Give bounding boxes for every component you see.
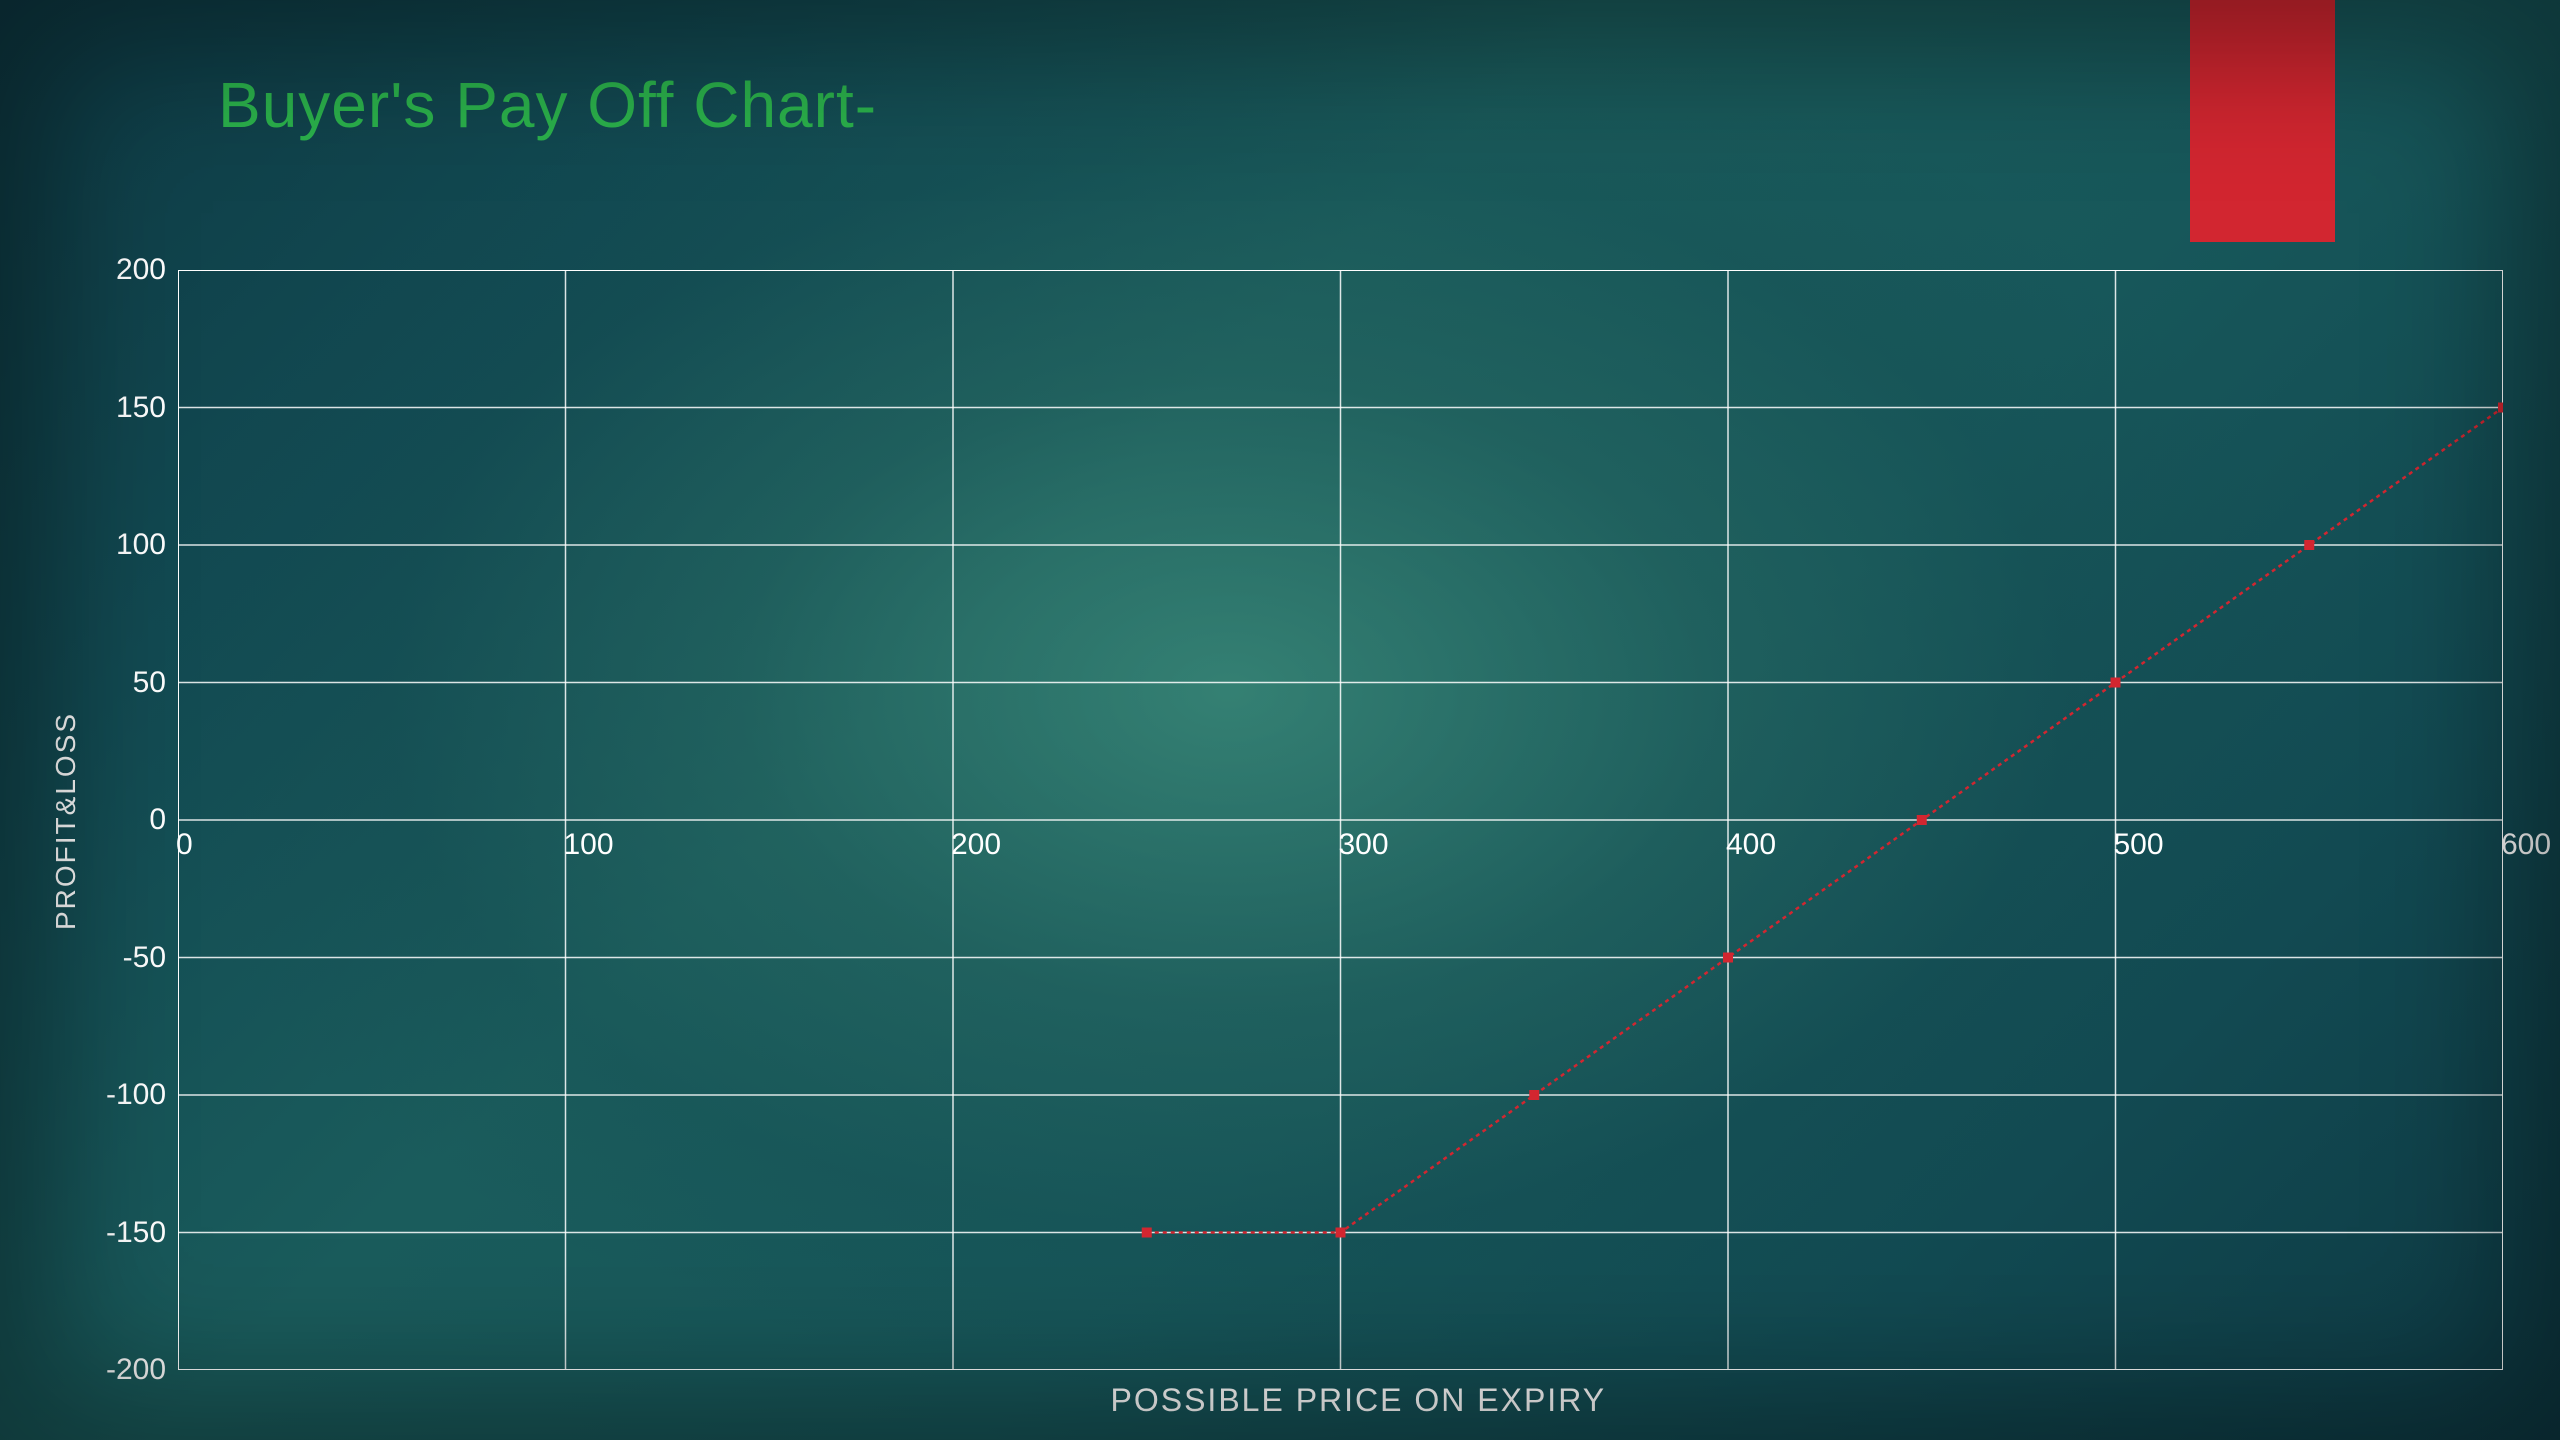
x-axis-label: POSSIBLE PRICE ON EXPIRY bbox=[1111, 1382, 1607, 1419]
x-tick-label: 400 bbox=[1726, 828, 1776, 862]
y-tick-label: -50 bbox=[123, 941, 166, 975]
y-tick-label: 200 bbox=[116, 253, 166, 287]
x-tick-label: 100 bbox=[564, 828, 614, 862]
y-tick-label: -100 bbox=[106, 1078, 166, 1112]
payoff-chart bbox=[178, 270, 2503, 1370]
y-tick-label: 100 bbox=[116, 528, 166, 562]
x-tick-label: 0 bbox=[176, 828, 193, 862]
x-tick-label: 300 bbox=[1339, 828, 1389, 862]
y-tick-label: -200 bbox=[106, 1353, 166, 1387]
x-tick-label: 200 bbox=[951, 828, 1001, 862]
y-tick-label: 150 bbox=[116, 391, 166, 425]
y-tick-label: 0 bbox=[149, 803, 166, 837]
y-tick-label: -150 bbox=[106, 1216, 166, 1250]
slide: Buyer's Pay Off Chart- PROFIT&LOSS POSSI… bbox=[0, 0, 2560, 1440]
y-axis-label: PROFIT&LOSS bbox=[50, 712, 82, 930]
y-tick-label: 50 bbox=[133, 666, 166, 700]
chart-svg bbox=[178, 270, 2503, 1370]
slide-title: Buyer's Pay Off Chart- bbox=[218, 68, 877, 142]
corner-ribbon bbox=[2190, 0, 2335, 242]
x-tick-label: 500 bbox=[2114, 828, 2164, 862]
x-tick-label: 600 bbox=[2501, 828, 2551, 862]
